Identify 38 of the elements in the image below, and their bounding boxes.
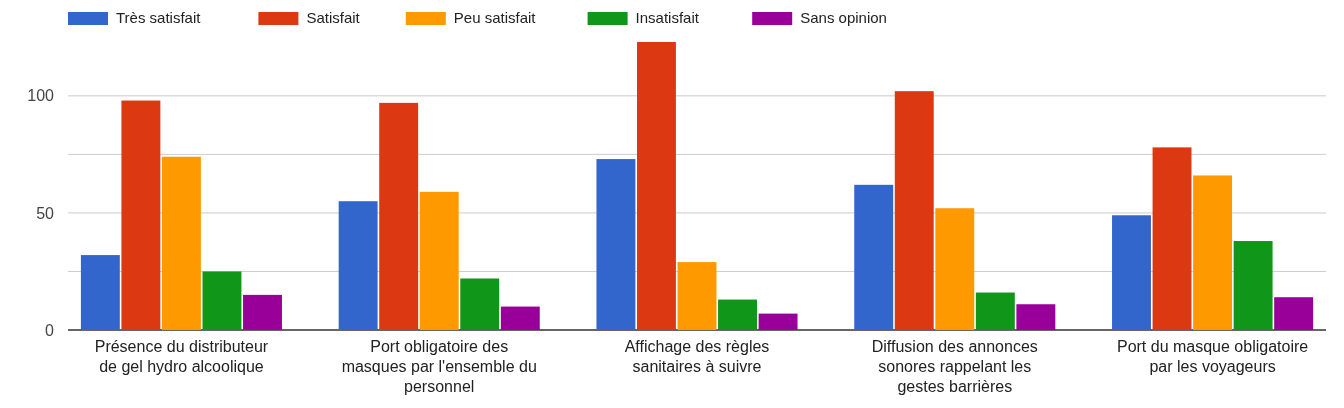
bar [202,271,242,330]
bar [1193,175,1233,330]
bar [894,91,934,330]
bar [935,208,975,330]
x-tick-label: Port obligatoire des masques par l'ensemble du personnel [341,338,537,395]
y-tick-label: 50 [36,204,55,222]
legend-label: Satisfait [306,9,361,26]
bar [596,159,636,330]
bar [121,100,161,330]
bar [419,191,459,330]
bar [637,42,676,330]
bar [677,262,717,330]
legend-label: Sans opinion [800,9,887,26]
bar [975,292,1015,330]
bar [758,313,798,330]
bar [379,102,419,330]
bar [854,184,894,330]
x-tick-label: Affichage des règles sanitaires à suivre [624,338,770,375]
bar [1112,215,1151,330]
bar [1152,147,1192,330]
y-tick-label: 100 [27,87,55,105]
legend-label: Peu satisfait [453,9,537,26]
x-tick-label: Présence du distributeur de gel hydro alcoolique [94,338,269,375]
bar [1274,297,1314,330]
legend-label: Insatisfait [635,9,700,26]
bar [460,278,500,330]
bar [243,294,282,330]
legend-label: Très satisfait [116,9,202,26]
bar [500,306,540,330]
bar [1016,304,1056,330]
bar [161,156,201,330]
bar [80,255,120,330]
x-tick-label: Diffusion des annonces sonores rappelant les gestes barrières [871,338,1038,395]
bar [718,299,757,330]
y-tick-label: 0 [45,321,55,339]
bar [338,201,378,330]
x-tick-label: Port du masque obligatoire par les voyageurs [1116,338,1309,375]
bar [1233,241,1273,330]
